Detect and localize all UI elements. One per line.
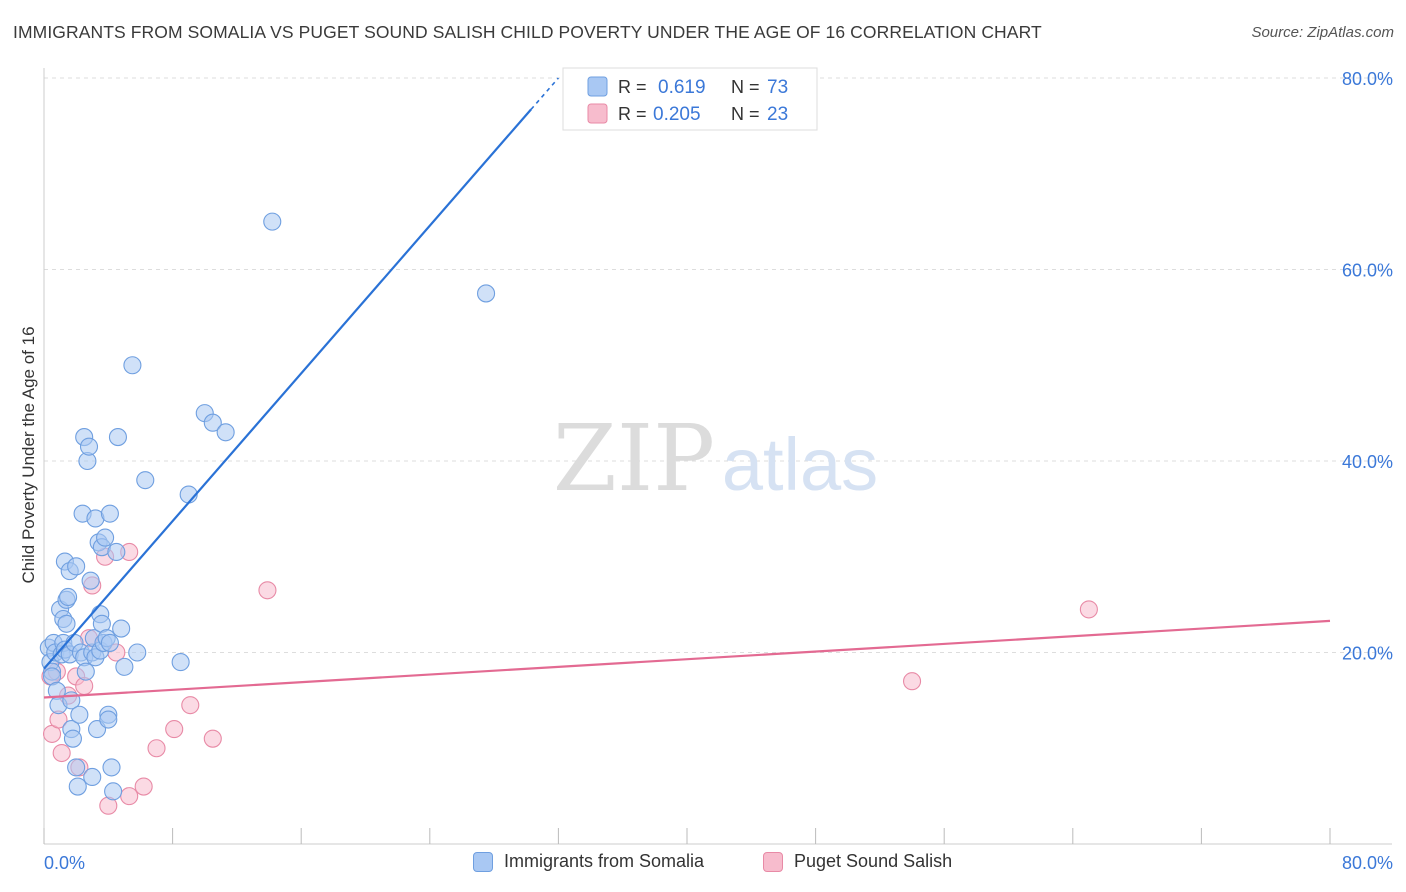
y-axis-label: Child Poverty Under the Age of 16 — [19, 326, 38, 583]
data-point-puget-sound-salish — [52, 743, 71, 763]
series-immigrants-from-somalia — [39, 212, 496, 801]
data-point-immigrants-from-somalia — [59, 587, 78, 607]
data-point-immigrants-from-somalia — [68, 777, 87, 796]
series-puget-sound-salish — [41, 542, 1098, 815]
data-point-immigrants-from-somalia — [70, 705, 89, 724]
data-point-immigrants-from-somalia — [136, 471, 155, 490]
data-point-immigrants-from-somalia — [81, 571, 100, 590]
trend-line-salish — [43, 619, 1331, 699]
data-point-immigrants-from-somalia — [100, 504, 119, 523]
data-point-immigrants-from-somalia — [96, 528, 115, 547]
data-point-immigrants-from-somalia — [107, 542, 126, 562]
data-point-puget-sound-salish — [134, 777, 153, 796]
data-point-puget-sound-salish — [165, 720, 184, 739]
chart-title: IMMIGRANTS FROM SOMALIA VS PUGET SOUND S… — [13, 22, 1042, 42]
data-point-immigrants-from-somalia — [108, 428, 127, 447]
data-point-immigrants-from-somalia — [57, 614, 76, 633]
y-tick-labels: 20.0% 40.0% 60.0% 80.0% — [1342, 69, 1393, 664]
data-point-immigrants-from-somalia — [83, 767, 102, 787]
legend-top-n-value: 73 — [767, 77, 788, 98]
legend-swatch-pink — [763, 851, 783, 872]
watermark-atlas: atlas — [722, 423, 878, 506]
legend-top-r-label: R = — [618, 77, 647, 97]
data-point-immigrants-from-somalia — [115, 657, 134, 676]
watermark-zip: ZIP — [553, 405, 715, 512]
x-tick-label: 80.0% — [1342, 853, 1393, 873]
legend-top-n-label: N = — [731, 77, 760, 97]
legend-top-pink-swatch — [587, 103, 608, 124]
data-point-puget-sound-salish — [258, 581, 277, 600]
trend-line-somalia — [43, 108, 532, 670]
y-tick-label: 20.0% — [1342, 644, 1393, 664]
legend-top-r-value: 0.619 — [658, 77, 706, 98]
data-point-immigrants-from-somalia — [67, 758, 86, 777]
legend-item-puget-sound-salish: Puget Sound Salish — [763, 851, 952, 872]
data-point-immigrants-from-somalia — [100, 633, 119, 652]
watermark: ZIP atlas — [553, 405, 878, 512]
data-point-immigrants-from-somalia — [67, 557, 86, 576]
data-point-immigrants-from-somalia — [477, 284, 496, 303]
data-point-immigrants-from-somalia — [63, 729, 82, 748]
data-point-puget-sound-salish — [902, 672, 922, 691]
data-point-immigrants-from-somalia — [263, 212, 282, 231]
legend-item-immigrants-from-somalia: Immigrants from Somalia — [473, 851, 704, 872]
legend-bottom: Immigrants from Somalia Puget Sound Sali… — [0, 851, 1406, 879]
data-point-puget-sound-salish — [120, 787, 139, 806]
gridlines — [44, 77, 1392, 653]
data-point-immigrants-from-somalia — [112, 619, 131, 638]
legend-top-r-value-2: 0.205 — [653, 104, 701, 125]
legend-top-blue-swatch — [587, 76, 608, 97]
x-tick-label: 0.0% — [44, 853, 85, 873]
trend-lines — [43, 77, 1331, 699]
y-tick-label: 80.0% — [1342, 69, 1393, 89]
data-point-immigrants-from-somalia — [76, 662, 95, 681]
y-tick-label: 40.0% — [1342, 452, 1393, 472]
data-point-immigrants-from-somalia — [203, 413, 222, 432]
data-point-puget-sound-salish — [203, 729, 222, 748]
source-label: Source: ZipAtlas.com — [1251, 24, 1394, 41]
trend-line-somalia-extension — [530, 77, 560, 110]
data-point-immigrants-from-somalia — [102, 758, 121, 777]
data-point-puget-sound-salish — [181, 696, 200, 715]
data-point-immigrants-from-somalia — [171, 653, 190, 672]
legend-label-salish: Puget Sound Salish — [794, 851, 953, 871]
legend-top-n-label-2: N = — [731, 104, 760, 124]
data-point-immigrants-from-somalia — [128, 643, 147, 662]
y-tick-label: 60.0% — [1342, 261, 1393, 281]
legend-top-r-label-2: R = — [618, 104, 647, 124]
data-point-immigrants-from-somalia — [99, 710, 118, 729]
data-point-immigrants-from-somalia — [104, 782, 123, 801]
data-point-immigrants-from-somalia — [216, 423, 235, 442]
legend-top: R = 0.619 N = 73 R = 0.205 N = 23 — [562, 67, 818, 131]
axes — [43, 68, 1392, 845]
data-point-puget-sound-salish — [147, 739, 166, 758]
data-point-immigrants-from-somalia — [79, 437, 99, 456]
legend-swatch-blue — [473, 851, 493, 872]
data-point-puget-sound-salish — [1079, 600, 1098, 619]
legend-label-somalia: Immigrants from Somalia — [504, 851, 705, 871]
legend-top-n-value-2: 23 — [767, 104, 788, 125]
data-point-immigrants-from-somalia — [123, 356, 142, 375]
x-tick-labels: 0.0% 80.0% — [44, 853, 1393, 873]
